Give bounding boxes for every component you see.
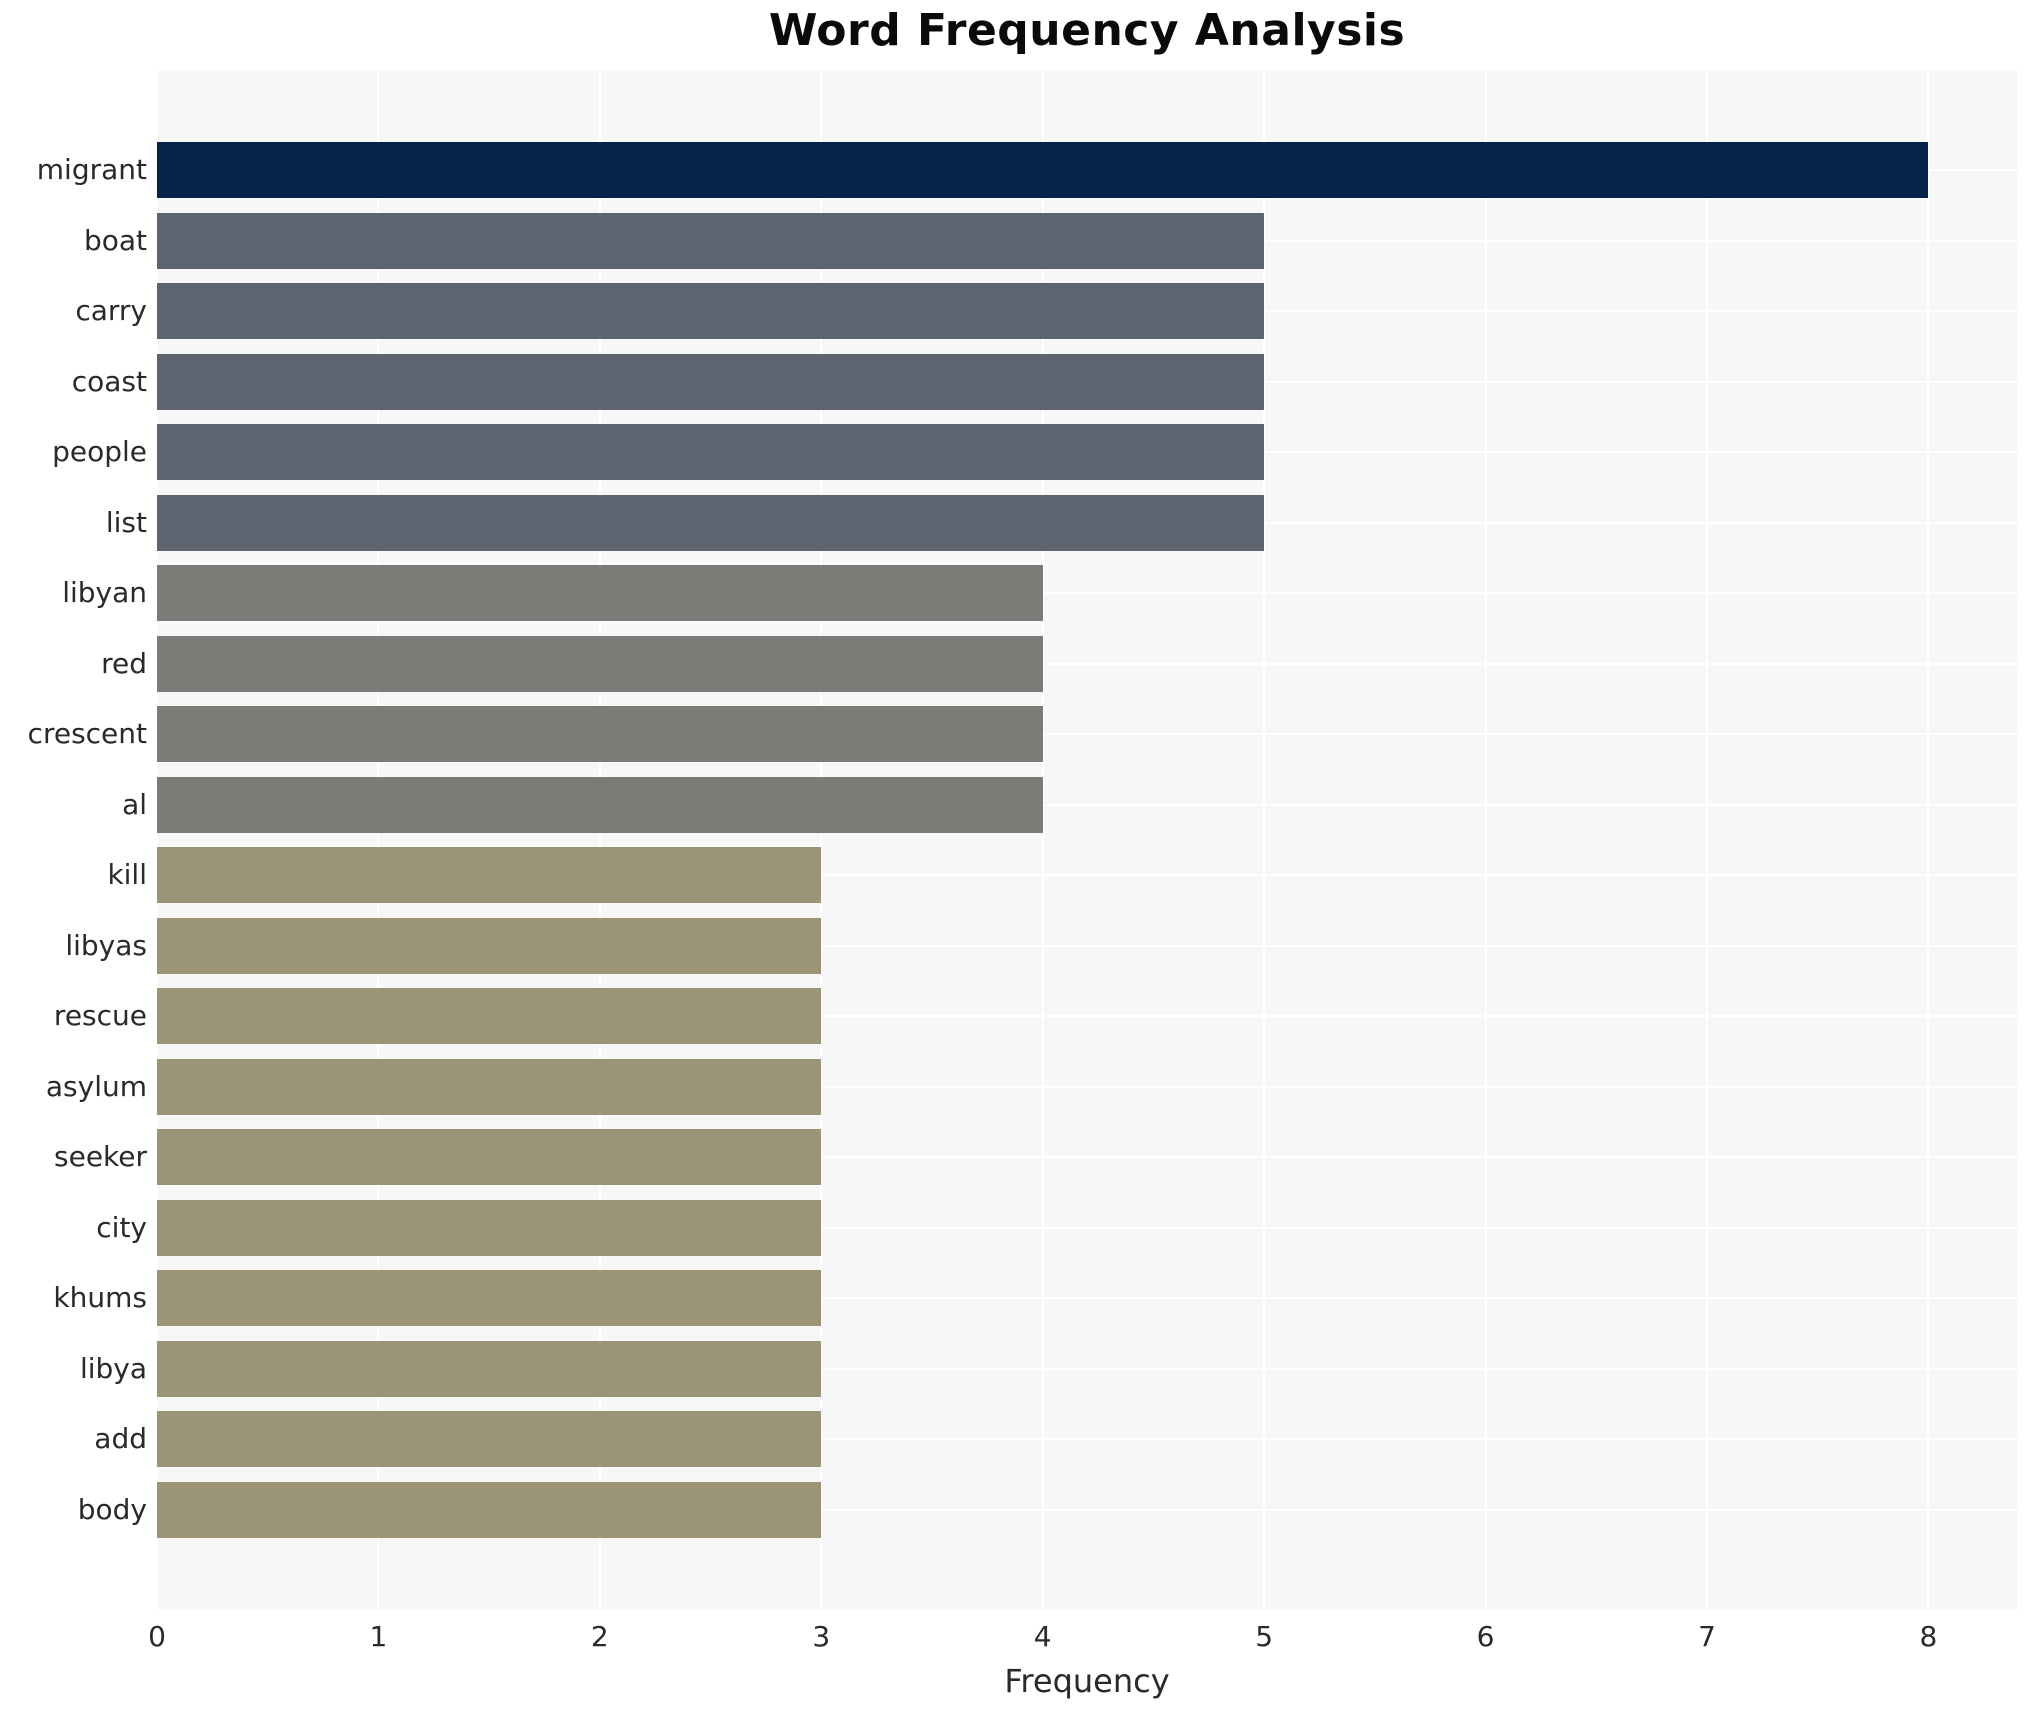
y-tick-label-libya: libya [79, 1351, 147, 1385]
gridline-y-body [157, 1508, 2017, 1511]
y-tick-label-asylum: asylum [45, 1069, 147, 1103]
y-tick-label-body: body [77, 1492, 147, 1526]
bar-khums [157, 1270, 822, 1326]
gridline-x-2 [598, 70, 601, 1610]
bar-al [157, 776, 1043, 833]
gridline-y-rescue [157, 1015, 2017, 1017]
gridline-x-4 [1041, 70, 1044, 1610]
x-tick-label-4: 4 [1033, 1620, 1052, 1653]
x-tick-label-5: 5 [1255, 1620, 1274, 1653]
gridline-y-seeker [157, 1156, 2017, 1158]
bar-add [157, 1411, 822, 1467]
x-tick-label-8: 8 [1919, 1620, 1938, 1653]
bar-seeker [157, 1129, 822, 1185]
x-axis-label: Frequency [1004, 1662, 1170, 1700]
x-tick-label-6: 6 [1476, 1620, 1495, 1653]
x-tick-label-1: 1 [369, 1620, 388, 1653]
gridline-x-8 [1927, 70, 1930, 1610]
gridline-y-add [157, 1438, 2017, 1440]
bar-carry [157, 283, 1265, 339]
y-tick-label-coast: coast [71, 364, 147, 398]
bar-boat [157, 212, 1265, 269]
gridline-x-0 [156, 70, 158, 1610]
gridline-y-libya [157, 1367, 2017, 1370]
gridline-y-red [157, 662, 2017, 665]
bar-libyas [157, 917, 822, 974]
bar-crescent [157, 706, 1043, 762]
gridline-x-3 [820, 70, 823, 1610]
gridline-x-6 [1484, 70, 1487, 1610]
gridline-x-1 [377, 70, 380, 1610]
y-tick-label-kill: kill [107, 858, 147, 891]
gridline-y-asylum [157, 1085, 2017, 1088]
y-tick-label-al: al [122, 787, 147, 821]
bar-coast [157, 353, 1265, 410]
gridline-y-kill [157, 874, 2017, 876]
y-tick-label-add: add [94, 1422, 147, 1455]
x-tick-label-0: 0 [148, 1620, 166, 1653]
y-tick-label-khums: khums [53, 1281, 147, 1314]
bar-red [157, 635, 1043, 692]
y-tick-label-list: list [105, 505, 147, 539]
y-tick-label-carry: carry [75, 294, 147, 327]
x-tick-label-2: 2 [590, 1620, 609, 1653]
y-tick-label-city: city [96, 1210, 147, 1244]
bar-rescue [157, 988, 822, 1044]
x-tick-label-3: 3 [812, 1620, 831, 1653]
bar-city [157, 1199, 822, 1256]
y-tick-label-seeker: seeker [54, 1140, 147, 1173]
y-tick-label-boat: boat [83, 223, 147, 257]
gridline-y-city [157, 1226, 2017, 1229]
y-tick-label-red: red [101, 646, 147, 680]
gridline-y-libyan [157, 592, 2017, 594]
bar-kill [157, 847, 822, 903]
bar-libya [157, 1340, 822, 1397]
y-tick-label-crescent: crescent [27, 717, 147, 750]
bar-migrant [157, 142, 1929, 198]
gridline-y-libyas [157, 944, 2017, 947]
y-tick-label-rescue: rescue [53, 999, 147, 1032]
bar-libyan [157, 565, 1043, 621]
bar-list [157, 494, 1265, 551]
gridline-x-7 [1706, 70, 1708, 1610]
gridline-x-5 [1263, 70, 1266, 1610]
gridline-y-khums [157, 1297, 2017, 1299]
chart-title: Word Frequency Analysis [768, 5, 1406, 56]
gridline-y-crescent [157, 733, 2017, 735]
y-tick-label-migrant: migrant [36, 153, 147, 186]
bar-body [157, 1481, 822, 1538]
x-tick-label-7: 7 [1698, 1620, 1716, 1653]
bar-asylum [157, 1058, 822, 1115]
y-tick-label-people: people [52, 435, 147, 468]
y-tick-label-libyan: libyan [62, 576, 147, 609]
plot-area [156, 70, 2017, 1610]
bar-people [157, 424, 1265, 480]
y-tick-label-libyas: libyas [65, 928, 147, 962]
gridline-y-al [157, 803, 2017, 806]
